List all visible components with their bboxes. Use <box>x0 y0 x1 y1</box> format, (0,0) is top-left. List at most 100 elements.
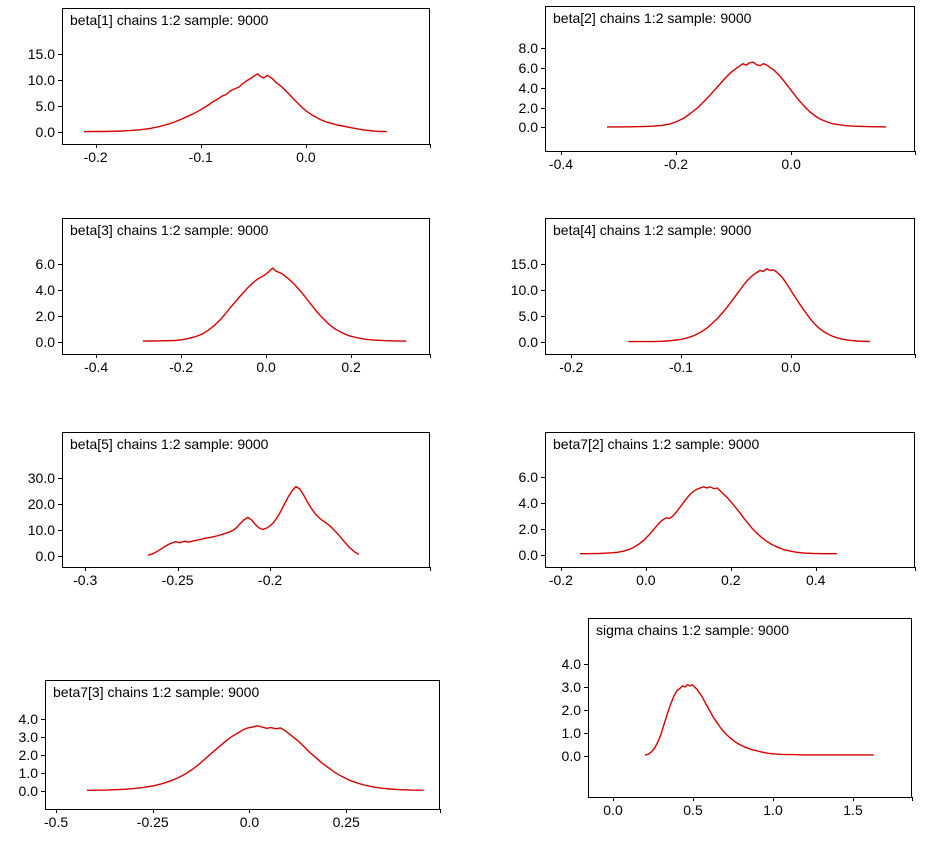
axis-end-tick <box>915 354 916 358</box>
density-curve <box>607 61 887 128</box>
y-tick-label: 4.0 <box>35 282 55 299</box>
y-tick-label: 4.0 <box>518 494 538 511</box>
y-tick-mark <box>58 315 63 317</box>
x-tick-mark <box>676 151 678 155</box>
x-tick-label: -0.2 <box>663 156 689 172</box>
x-tick-label: -0.1 <box>188 149 213 165</box>
plot-title-beta7-3: beta7[3] chains 1:2 sample: 9000 <box>53 684 260 700</box>
x-tick-mark <box>181 354 183 358</box>
y-tick-label: 6.0 <box>518 469 538 486</box>
y-tick-mark <box>541 107 546 109</box>
y-tick-mark <box>58 477 63 479</box>
y-tick-label: 6.0 <box>35 256 55 273</box>
density-curve <box>83 73 387 133</box>
y-tick-mark <box>541 528 546 530</box>
y-tick-mark <box>41 736 46 738</box>
axis-end-tick <box>430 144 431 148</box>
plot-title-beta2: beta[2] chains 1:2 sample: 9000 <box>553 10 752 26</box>
y-tick-label: 0.0 <box>35 547 55 564</box>
y-tick-mark <box>58 529 63 531</box>
y-tick-mark <box>541 127 546 129</box>
y-tick-mark <box>58 131 63 133</box>
plot-beta7-2: beta7[2] chains 1:2 sample: 9000 0.0 2.0 4… <box>519 432 916 588</box>
x-tick-label: -0.25 <box>136 814 169 830</box>
y-tick-label: 15.0 <box>510 256 538 273</box>
y-tick-label: 5.0 <box>518 308 538 325</box>
y-tick-label: 10.0 <box>510 282 538 299</box>
x-tick-mark <box>853 797 854 801</box>
density-curve <box>147 485 360 556</box>
x-tick-mark <box>773 797 774 801</box>
x-tick-label: -0.5 <box>44 814 69 830</box>
x-tick-label: -0.3 <box>73 572 98 588</box>
y-tick-mark <box>41 791 46 793</box>
y-tick-label: 0.0 <box>518 333 538 350</box>
axis-end-tick <box>430 354 431 358</box>
y-tick-mark <box>541 68 546 70</box>
y-tick-mark <box>584 733 589 735</box>
y-tick-label: 4.0 <box>518 79 538 96</box>
y-tick-mark <box>541 87 546 89</box>
plot-title-beta4: beta[4] chains 1:2 sample: 9000 <box>553 222 752 238</box>
x-tick-label: -0.1 <box>668 359 694 375</box>
x-tick-mark <box>200 144 202 148</box>
y-tick-mark <box>58 106 63 108</box>
x-tick-label: -0.2 <box>169 359 194 375</box>
y-tick-mark <box>541 264 546 266</box>
density-curve <box>142 267 407 342</box>
y-tick-label: 0.0 <box>35 333 55 350</box>
plot-title-beta7-2: beta7[2] chains 1:2 sample: 9000 <box>553 436 760 452</box>
y-tick-mark <box>58 80 63 82</box>
axis-end-tick <box>915 567 916 571</box>
y-tick-mark <box>584 687 589 689</box>
y-tick-label: 2.0 <box>518 99 538 116</box>
y-tick-label: 4.0 <box>18 710 38 727</box>
y-tick-label: 10.0 <box>27 521 55 538</box>
x-tick-mark <box>152 809 154 813</box>
x-tick-label: 0.0 <box>636 572 656 588</box>
x-tick-mark <box>791 151 793 155</box>
x-tick-mark <box>613 797 614 801</box>
axis-end-tick <box>430 567 431 571</box>
y-tick-mark <box>584 756 589 757</box>
axis-end-tick <box>915 151 916 155</box>
x-tick-mark <box>95 144 97 148</box>
y-tick-mark <box>541 554 546 556</box>
y-tick-label: 3.0 <box>18 728 38 745</box>
plot-title-beta3: beta[3] chains 1:2 sample: 9000 <box>70 222 269 238</box>
x-tick-label: 0.0 <box>296 149 316 165</box>
x-tick-label: 0.0 <box>256 359 276 375</box>
x-tick-label: 1.5 <box>843 802 863 818</box>
x-tick-mark <box>266 354 268 358</box>
density-curve <box>580 486 837 555</box>
y-tick-label: 30.0 <box>27 469 55 486</box>
x-tick-mark <box>56 809 58 813</box>
y-tick-label: 6.0 <box>518 60 538 77</box>
y-tick-mark <box>41 718 46 720</box>
x-tick-mark <box>571 354 573 358</box>
y-tick-label: 1.0 <box>18 765 38 782</box>
y-tick-label: 15.0 <box>27 46 55 63</box>
y-tick-label: 10.0 <box>27 72 55 89</box>
x-tick-label: 0.25 <box>332 814 360 830</box>
x-tick-mark <box>560 151 562 155</box>
density-curve <box>644 683 874 756</box>
x-tick-mark <box>681 354 683 358</box>
plot-beta7-3: beta7[3] chains 1:2 sample: 9000 0.0 1.0 2… <box>19 680 441 830</box>
x-tick-label: 1.0 <box>763 802 783 818</box>
y-tick-label: 0.0 <box>18 783 38 800</box>
x-tick-mark <box>270 567 272 571</box>
y-tick-label: 0.0 <box>518 546 538 563</box>
x-tick-label: -0.2 <box>559 359 584 375</box>
density-curve <box>628 268 870 343</box>
y-tick-mark <box>541 341 546 343</box>
plot-beta3: beta[3] chains 1:2 sample: 9000 0.0 2.0 4.… <box>36 218 431 375</box>
y-tick-label: 3.0 <box>561 679 581 696</box>
plot-sigma: sigma chains 1:2 sample: 9000 0.0 1.0 2.0 3… <box>562 618 913 818</box>
y-tick-label: 0.0 <box>561 748 581 764</box>
y-tick-label: 8.0 <box>518 40 538 57</box>
y-tick-label: 0.0 <box>518 119 538 136</box>
x-tick-label: 0.2 <box>721 572 741 588</box>
y-tick-mark <box>541 502 546 504</box>
y-tick-mark <box>584 710 589 712</box>
